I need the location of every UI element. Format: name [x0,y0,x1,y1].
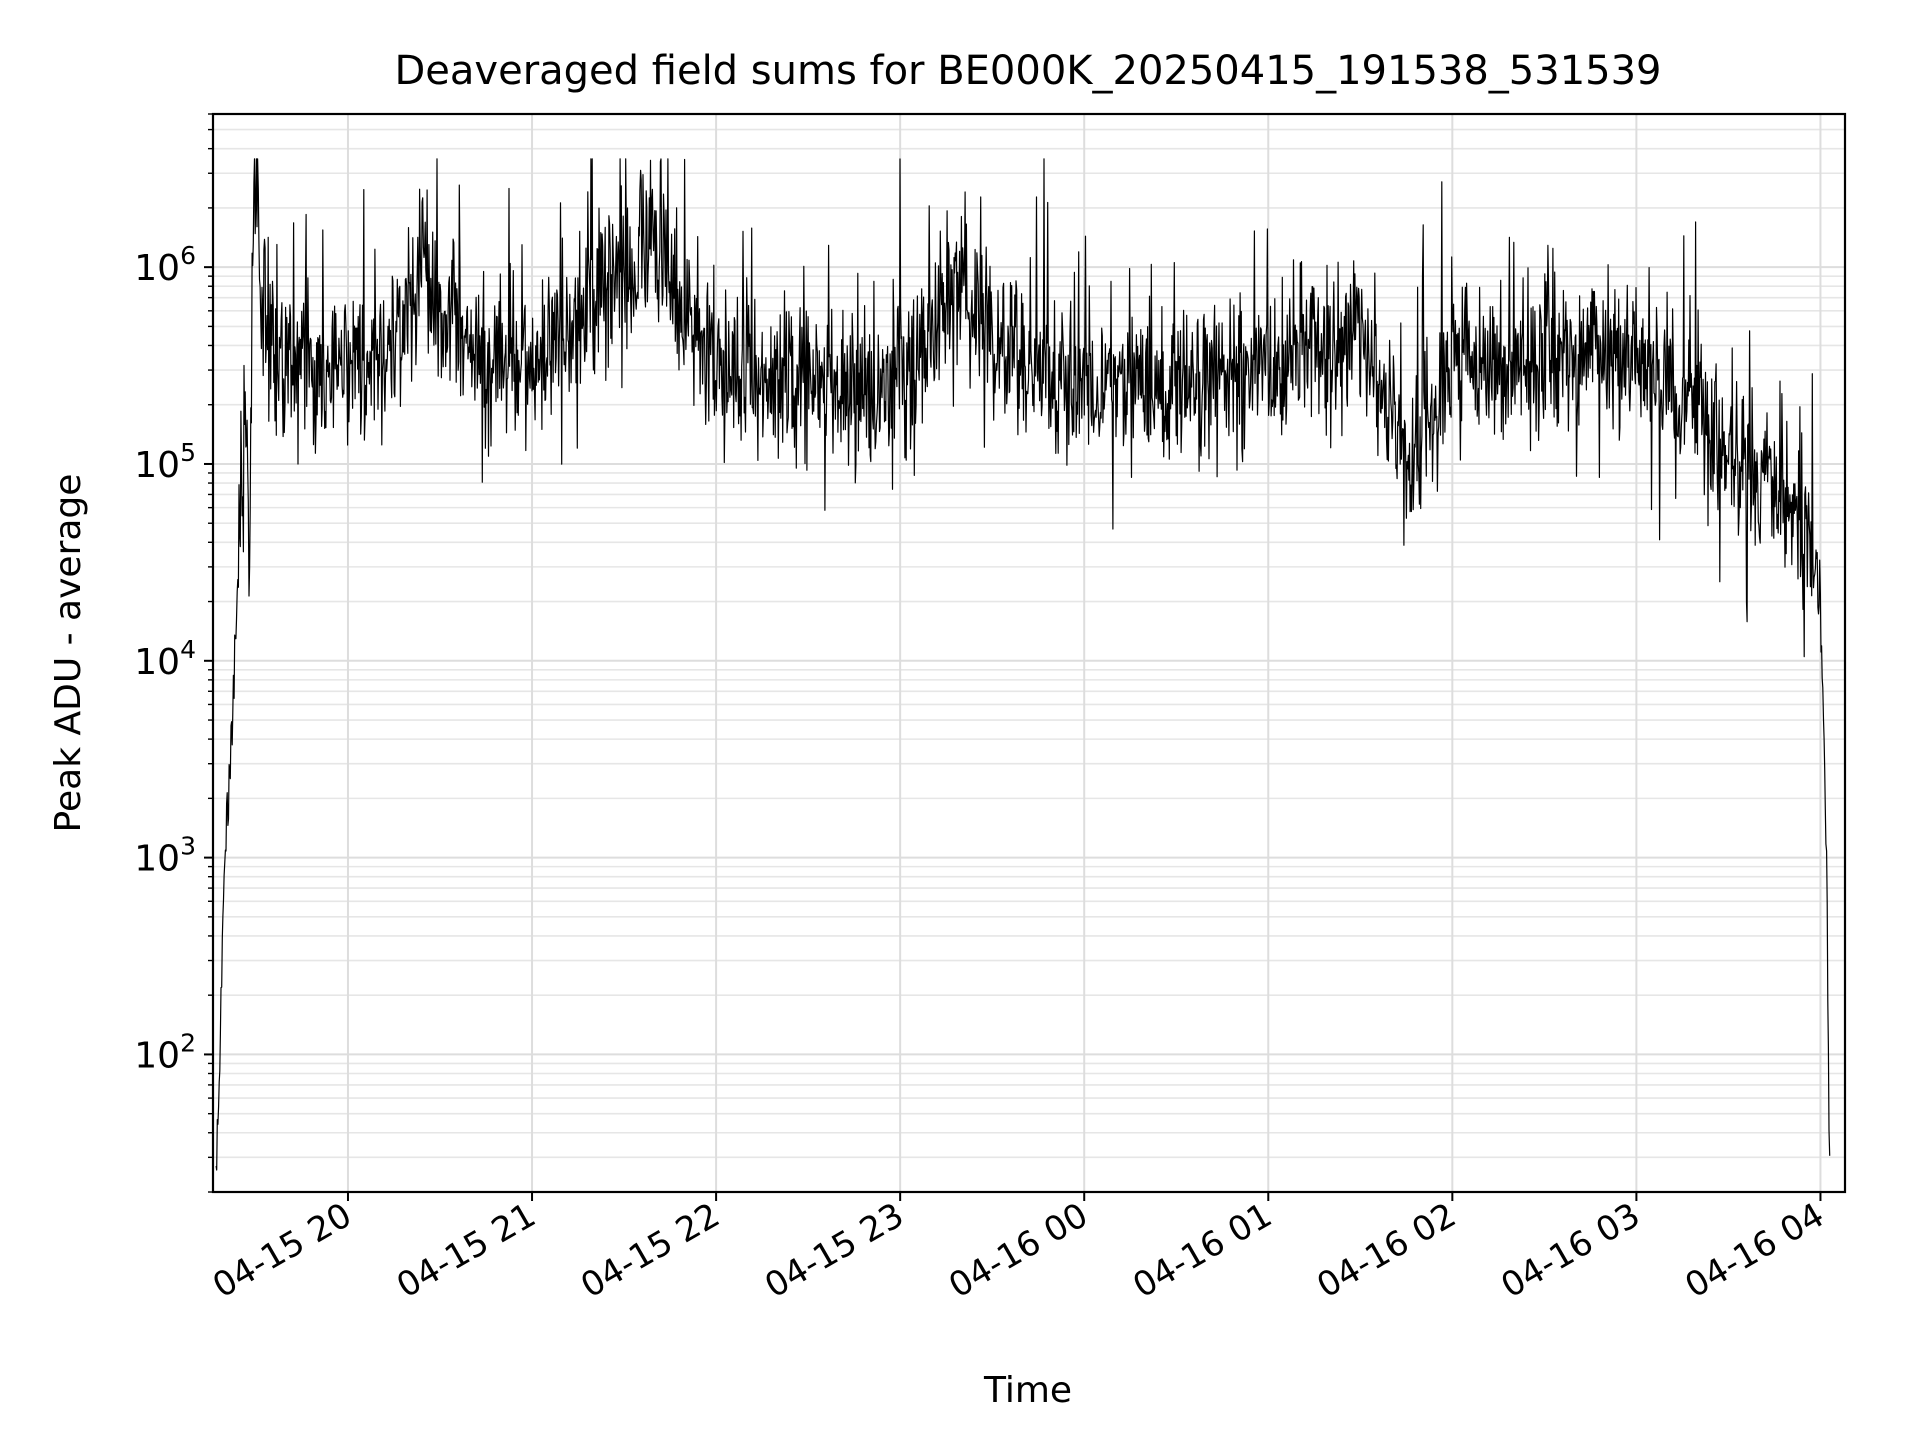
y-tick-label: 103 [134,832,196,880]
x-axis-label: Time [983,1370,1072,1411]
series-layer [215,158,1831,1171]
y-tick-label: 102 [134,1028,196,1076]
y-axis-label: Peak ADU - average [48,474,89,833]
plot-frame [211,112,1847,1194]
y-tick-label: 104 [134,635,196,683]
y-axis: 102 103 104 105 106 [134,113,213,1193]
chart-title: Deaveraged field sums for BE000K_2025041… [395,48,1662,94]
series-line [215,158,1831,1171]
y-tick-label: 106 [134,241,196,289]
y-tick-label: 105 [134,438,196,486]
